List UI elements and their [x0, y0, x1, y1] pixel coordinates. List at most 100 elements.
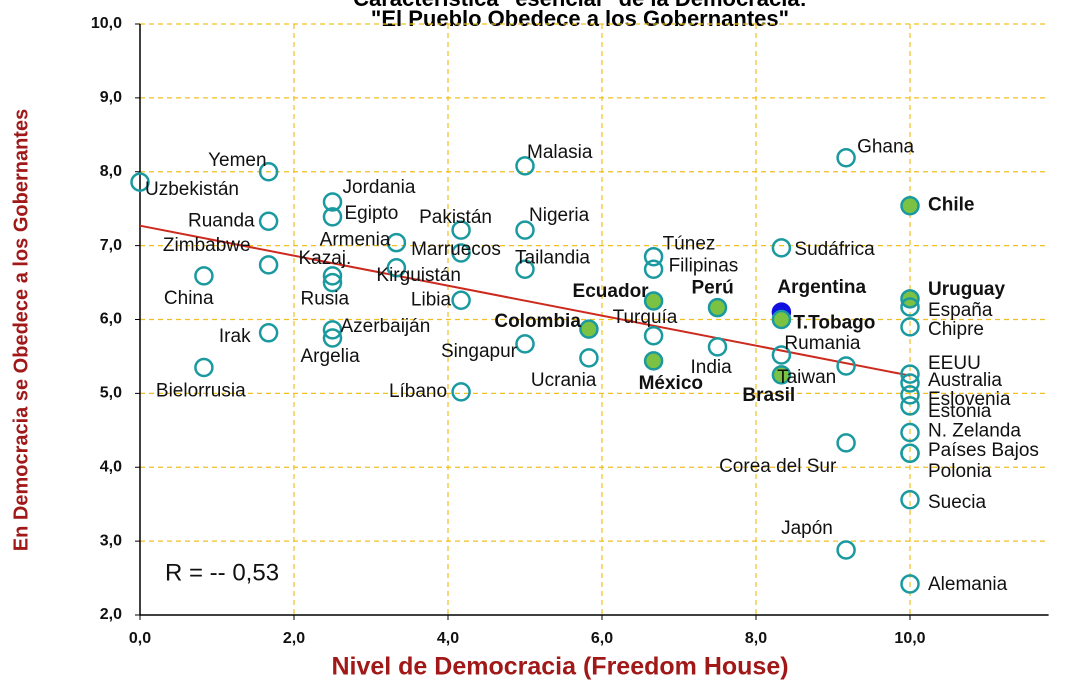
data-point — [900, 422, 920, 443]
data-point — [707, 337, 728, 357]
point-label: Kirguistán — [376, 265, 461, 286]
point-label: EEUU — [928, 353, 981, 374]
data-point — [900, 385, 920, 405]
data-point — [900, 195, 920, 216]
point-label: México — [639, 373, 703, 394]
data-point — [900, 373, 920, 393]
y-tick-label: 5,0 — [100, 385, 122, 402]
x-tick-label: 10,0 — [894, 630, 925, 647]
point-label: Nigeria — [529, 205, 590, 226]
data-point — [900, 317, 920, 337]
point-label: N. Zelanda — [928, 421, 1021, 442]
data-point — [836, 433, 856, 453]
y-tick-label: 3,0 — [100, 532, 122, 549]
point-label: Kazaj. — [299, 248, 352, 269]
data-point — [322, 192, 343, 212]
point-label: Uzbekistán — [145, 179, 239, 200]
data-point — [322, 320, 343, 340]
point-label: Singapur — [441, 341, 518, 362]
data-point — [771, 309, 792, 330]
point-label: Libia — [411, 289, 452, 310]
data-point — [643, 291, 664, 311]
point-label: Turquía — [613, 307, 678, 328]
data-point — [258, 162, 279, 182]
x-tick-label: 4,0 — [437, 630, 459, 647]
data-point — [836, 540, 856, 560]
data-point — [258, 323, 279, 343]
data-point — [900, 364, 920, 384]
y-tick-label: 9,0 — [100, 89, 122, 106]
data-point — [900, 396, 920, 416]
data-point — [451, 220, 471, 240]
point-label: Polonia — [928, 461, 992, 482]
data-point — [451, 243, 471, 263]
y-tick-label: 6,0 — [100, 311, 122, 328]
data-point — [194, 357, 214, 378]
point-label: T.Tobago — [793, 313, 875, 334]
point-label: Azerbaiján — [341, 316, 431, 337]
point-label: Rumania — [784, 333, 860, 354]
point-label: España — [928, 300, 993, 321]
point-label: Japón — [781, 518, 833, 539]
x-tick-label: 8,0 — [745, 630, 767, 647]
point-label: Rusia — [301, 289, 350, 310]
point-label: Argelia — [301, 346, 361, 367]
x-axis-title: Nivel de Democracia (Freedom House) — [331, 653, 788, 681]
data-point — [643, 259, 664, 280]
y-tick-label: 4,0 — [100, 458, 122, 475]
data-point — [515, 156, 535, 176]
data-point — [643, 246, 664, 267]
data-point — [386, 258, 407, 278]
point-label: Corea del Sur — [719, 456, 837, 477]
data-point — [771, 345, 792, 365]
point-label: Ruanda — [188, 210, 255, 231]
point-label: Marruecos — [411, 239, 501, 260]
data-point — [643, 351, 664, 371]
data-point — [707, 297, 728, 318]
point-label: Egipto — [345, 203, 399, 224]
point-label: Yemen — [208, 150, 266, 171]
point-label: Eslovenia — [928, 389, 1011, 410]
y-tick-label: 7,0 — [100, 237, 122, 254]
point-label: Jordania — [343, 177, 416, 198]
y-tick-label: 8,0 — [100, 163, 122, 180]
data-point — [130, 172, 150, 192]
y-tick-label: 10,0 — [91, 15, 122, 32]
point-label: Túnez — [663, 234, 716, 255]
point-label: Zimbabwe — [163, 235, 251, 256]
data-point — [451, 290, 471, 311]
point-label: Pakistán — [419, 207, 492, 228]
point-label: Países Bajos — [928, 440, 1039, 461]
x-tick-label: 6,0 — [591, 630, 613, 647]
point-label: Ghana — [857, 137, 914, 158]
chart-title: Característica "esencial" de la Democrac… — [353, 0, 807, 11]
point-label: Alemania — [928, 574, 1008, 595]
point-label: Estonia — [928, 401, 992, 422]
data-point — [451, 382, 471, 402]
x-tick-label: 2,0 — [283, 630, 305, 647]
trendline — [139, 224, 911, 377]
data-point — [900, 490, 920, 510]
point-label: Suecia — [928, 492, 987, 513]
data-point — [258, 211, 279, 231]
data-point — [643, 326, 664, 346]
chart-title: "El Pueblo Obedece a los Gobernantes" — [371, 6, 789, 31]
point-label: Chile — [928, 195, 974, 216]
data-point — [836, 356, 856, 376]
data-point — [322, 328, 343, 348]
point-label: Brasil — [742, 385, 795, 406]
point-label: Ecuador — [573, 281, 650, 302]
data-point — [515, 334, 535, 354]
data-point — [579, 348, 599, 368]
point-label: Australia — [928, 370, 1002, 391]
data-point — [194, 266, 214, 286]
data-point — [515, 220, 535, 240]
point-label: Líbano — [389, 381, 447, 402]
x-tick-label: 0,0 — [129, 630, 151, 647]
point-label: Malasia — [527, 142, 593, 163]
point-label: Bielorrusia — [156, 381, 246, 402]
point-label: Irak — [219, 326, 251, 347]
point-label: India — [691, 357, 733, 378]
